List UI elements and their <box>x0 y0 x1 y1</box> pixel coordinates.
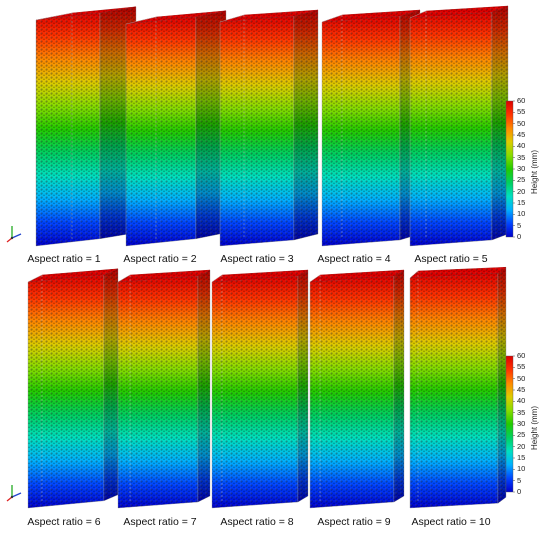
axis-triad-icon <box>6 226 22 243</box>
colorbar-top <box>505 100 515 238</box>
colorbar-bottom <box>505 355 515 493</box>
specimen-aspect-ratio-3 <box>219 9 319 247</box>
specimen-aspect-ratio-9 <box>309 269 405 509</box>
caption-aspect-ratio-3: Aspect ratio = 3 <box>220 253 294 265</box>
axis-triad-icon <box>6 485 22 502</box>
caption-aspect-ratio-1: Aspect ratio = 1 <box>27 253 101 265</box>
specimen-aspect-ratio-8 <box>211 269 309 509</box>
colorbar-tick-label: 25 <box>517 175 526 185</box>
colorbar-tick-label: 10 <box>517 464 526 474</box>
colorbar-top-title: Height (mm) <box>530 149 539 194</box>
colorbar-tick-label: 45 <box>517 385 526 394</box>
caption-aspect-ratio-10: Aspect ratio = 10 <box>411 516 491 528</box>
colorbar-tick-label: 55 <box>517 362 526 372</box>
colorbar-tick-label: 5 <box>517 220 522 230</box>
caption-aspect-ratio-5: Aspect ratio = 5 <box>414 253 488 265</box>
caption-aspect-ratio-4: Aspect ratio = 4 <box>317 253 391 265</box>
caption-aspect-ratio-9: Aspect ratio = 9 <box>317 516 391 528</box>
specimen-aspect-ratio-6 <box>27 268 119 509</box>
specimen-aspect-ratio-1 <box>35 6 137 247</box>
caption-aspect-ratio-7: Aspect ratio = 7 <box>123 516 197 528</box>
colorbar-tick-label: 60 <box>517 351 526 360</box>
colorbar-tick-label: 30 <box>517 419 526 428</box>
colorbar-tick-label: 60 <box>517 96 526 105</box>
colorbar-tick-label: 30 <box>517 164 526 173</box>
colorbar-tick-label: 40 <box>517 141 526 151</box>
colorbar-tick-label: 45 <box>517 130 526 139</box>
colorbar-tick-label: 25 <box>517 430 526 440</box>
colorbar-tick-label: 20 <box>517 441 526 451</box>
specimen-aspect-ratio-7 <box>117 269 211 509</box>
colorbar-bottom-title: Height (mm) <box>530 405 539 450</box>
colorbar-tick-label: 10 <box>517 209 526 219</box>
caption-aspect-ratio-6: Aspect ratio = 6 <box>27 516 101 528</box>
specimen-aspect-ratio-2 <box>125 10 227 247</box>
specimen-aspect-ratio-5 <box>409 5 509 247</box>
specimen-aspect-ratio-10 <box>409 266 507 509</box>
colorbar-tick-label: 20 <box>517 186 526 196</box>
caption-aspect-ratio-8: Aspect ratio = 8 <box>220 516 294 528</box>
colorbar-tick-label: 0 <box>517 232 522 241</box>
colorbar-tick-label: 50 <box>517 118 526 128</box>
colorbar-tick-label: 5 <box>517 475 522 485</box>
colorbar-tick-label: 35 <box>517 407 526 417</box>
colorbar-tick-label: 55 <box>517 107 526 117</box>
caption-aspect-ratio-2: Aspect ratio = 2 <box>123 253 197 265</box>
colorbar-tick-label: 15 <box>517 198 526 207</box>
specimen-aspect-ratio-4 <box>321 9 421 247</box>
colorbar-tick-label: 0 <box>517 487 522 496</box>
colorbar-tick-label: 35 <box>517 152 526 162</box>
colorbar-tick-label: 40 <box>517 396 526 406</box>
colorbar-tick-label: 15 <box>517 453 526 462</box>
colorbar-tick-label: 50 <box>517 373 526 383</box>
